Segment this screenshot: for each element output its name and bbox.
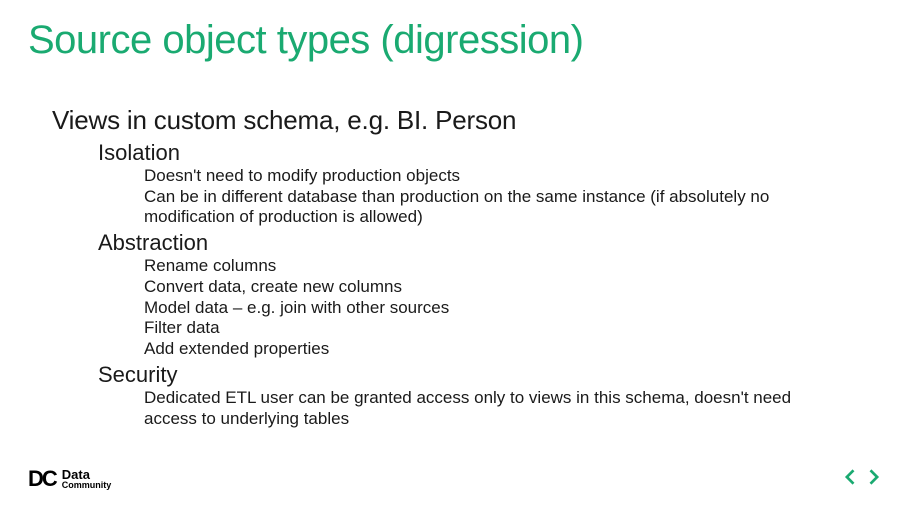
slide-content: Views in custom schema, e.g. BI. Person …	[52, 105, 867, 429]
dc-logo-text-bottom: Community	[62, 481, 112, 490]
abstraction-line-1: Rename columns	[144, 256, 847, 277]
section-isolation-heading: Isolation	[98, 140, 867, 166]
data-community-logo: DC Data Community	[28, 466, 111, 492]
slide-title: Source object types (digression)	[28, 18, 583, 63]
nav-arrows	[841, 467, 883, 492]
abstraction-line-4: Filter data	[144, 318, 847, 339]
section-abstraction-heading: Abstraction	[98, 230, 867, 256]
main-heading: Views in custom schema, e.g. BI. Person	[52, 105, 867, 136]
isolation-line-2: Can be in different database than produc…	[144, 187, 847, 228]
section-security-heading: Security	[98, 362, 867, 388]
isolation-line-1: Doesn't need to modify production object…	[144, 166, 847, 187]
chevron-left-icon[interactable]	[841, 467, 861, 492]
abstraction-line-5: Add extended properties	[144, 339, 847, 360]
dc-logo-glyph: DC	[28, 466, 56, 492]
security-line-1: Dedicated ETL user can be granted access…	[144, 388, 847, 429]
chevron-right-icon[interactable]	[863, 467, 883, 492]
abstraction-line-2: Convert data, create new columns	[144, 277, 847, 298]
abstraction-line-3: Model data – e.g. join with other source…	[144, 298, 847, 319]
footer: DC Data Community	[28, 466, 111, 492]
